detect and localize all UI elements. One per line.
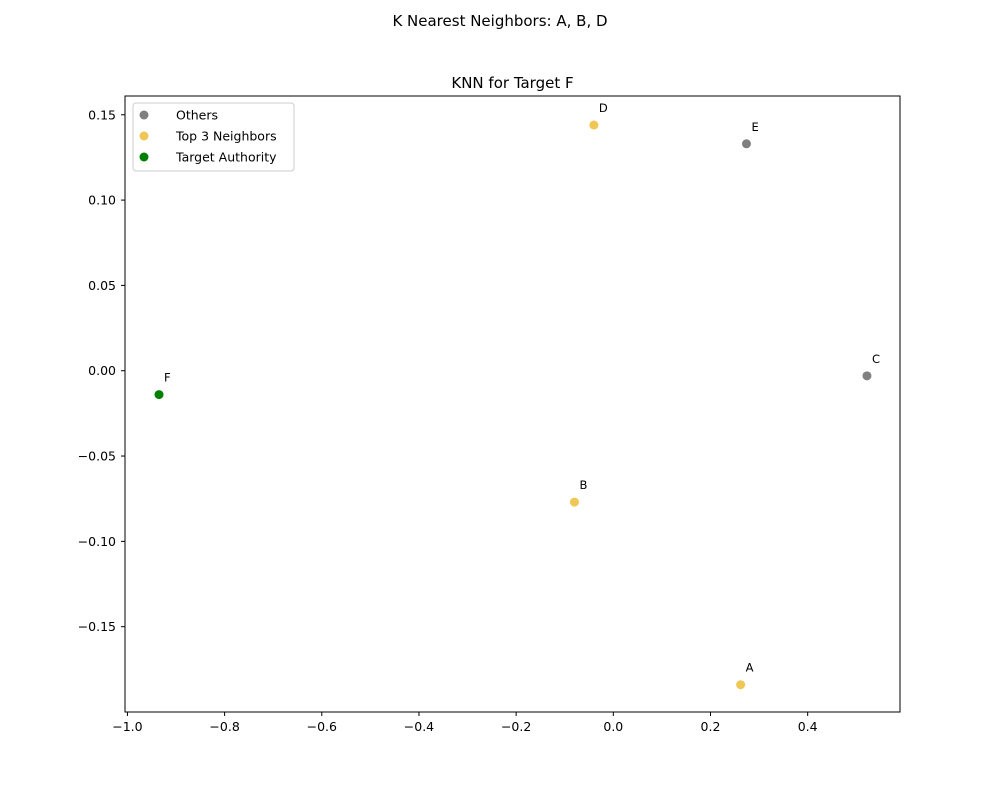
point-label-c: C (872, 352, 880, 366)
plot-frame (124, 95, 901, 713)
legend-label: Top 3 Neighbors (175, 129, 277, 144)
legend-marker (139, 131, 149, 141)
legend-label: Target Authority (175, 150, 277, 165)
y-tick-label: −0.15 (78, 619, 116, 634)
data-point-b (569, 497, 579, 507)
y-tick-label: 0.00 (88, 363, 116, 378)
x-tick-label: −1.0 (112, 719, 142, 734)
data-point-d (589, 120, 599, 130)
data-point-e (741, 139, 751, 149)
figure-suptitle: K Nearest Neighbors: A, B, D (392, 12, 608, 30)
chart-title: KNN for Target F (451, 74, 573, 92)
y-tick-label: 0.10 (88, 193, 116, 208)
x-tick-label: −0.6 (307, 719, 337, 734)
y-tick-label: −0.05 (78, 449, 116, 464)
x-tick-label: −0.2 (501, 719, 531, 734)
x-tick-label: −0.4 (404, 719, 434, 734)
x-tick-label: −0.8 (209, 719, 239, 734)
data-point-f (154, 390, 164, 400)
x-tick-label: 0.0 (603, 719, 623, 734)
legend-marker (139, 152, 149, 162)
point-label-a: A (746, 661, 754, 675)
point-label-f: F (164, 371, 171, 385)
y-tick-label: −0.10 (78, 534, 116, 549)
point-label-d: D (599, 101, 608, 115)
data-point-c (862, 371, 872, 381)
data-point-a (736, 680, 746, 690)
legend-marker (139, 110, 149, 120)
point-label-b: B (579, 478, 587, 492)
x-tick-label: 0.2 (701, 719, 721, 734)
legend-label: Others (176, 108, 218, 123)
point-label-e: E (751, 120, 758, 134)
y-tick-label: 0.05 (88, 278, 116, 293)
legend-box (132, 102, 295, 172)
y-tick-label: 0.15 (88, 107, 116, 122)
x-tick-label: 0.4 (798, 719, 818, 734)
